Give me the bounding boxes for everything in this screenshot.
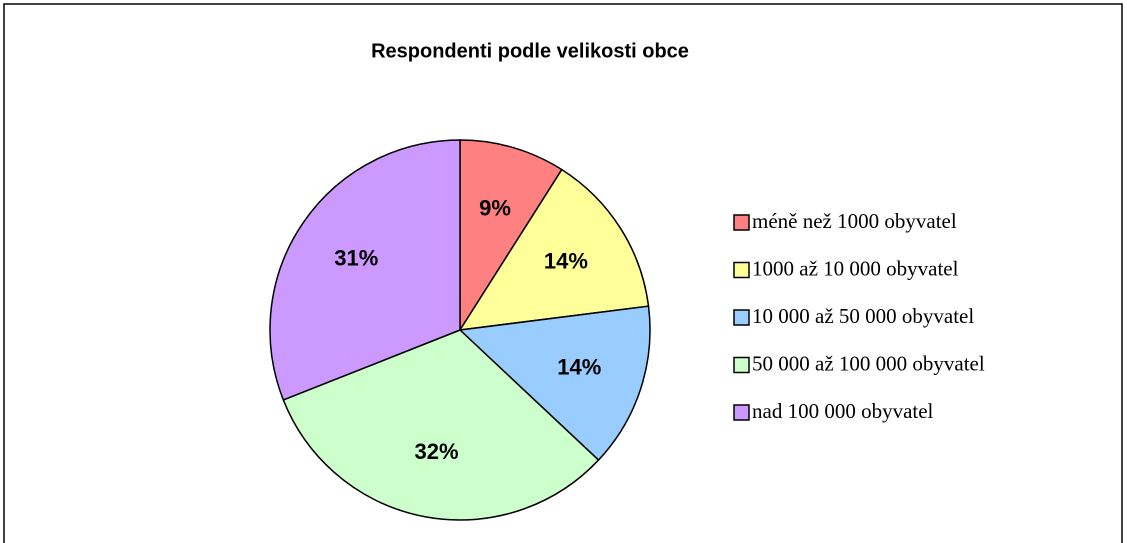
legend-label: 1000 až 10 000 obyvatel bbox=[752, 256, 959, 280]
data-label: 32% bbox=[414, 439, 458, 464]
legend-label: 10 000 až 50 000 obyvatel bbox=[752, 304, 974, 328]
pie-slice bbox=[282, 329, 600, 521]
chart-title: Respondenti podle velikosti obce bbox=[371, 40, 689, 62]
data-label: 9% bbox=[479, 195, 511, 220]
data-label: 31% bbox=[334, 245, 378, 270]
legend-swatch bbox=[733, 404, 750, 421]
pie-slice bbox=[459, 139, 563, 333]
data-label: 14% bbox=[557, 355, 601, 380]
pie-slice bbox=[458, 305, 651, 462]
legend-swatch bbox=[733, 356, 750, 374]
legend-swatch bbox=[733, 261, 750, 279]
legend-label: méně než 1000 obyvatel bbox=[752, 209, 957, 233]
legend-swatch bbox=[733, 309, 750, 326]
data-label: 14% bbox=[544, 249, 588, 274]
legend-label: 50 000 až 100 000 obyvatel bbox=[752, 351, 985, 375]
legend-swatch bbox=[733, 214, 750, 231]
legend-label: nad 100 000 obyvatel bbox=[752, 399, 934, 423]
pie-slice bbox=[269, 139, 461, 401]
pie-slice bbox=[458, 168, 650, 331]
